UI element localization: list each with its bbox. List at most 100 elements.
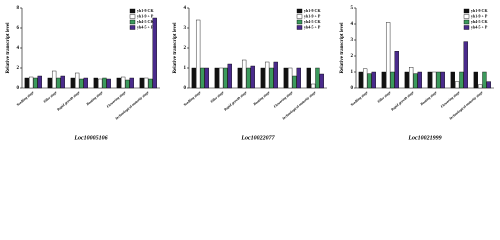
y-tick-label: 6	[17, 26, 20, 31]
bar	[83, 77, 88, 89]
legend-swatch	[463, 8, 470, 14]
x-tick-label: Rapid growth stage	[390, 90, 415, 112]
legend-label: yh4-5 + P	[471, 24, 488, 29]
y-tick-label: 1	[351, 70, 354, 75]
chart-title: Loc10005106	[73, 135, 107, 141]
bar	[310, 83, 316, 89]
bar	[129, 77, 134, 89]
bar	[195, 19, 201, 89]
bar	[486, 81, 491, 89]
bar	[102, 77, 107, 89]
bar	[152, 17, 157, 89]
bar	[227, 63, 232, 89]
bar	[385, 22, 391, 89]
bar	[214, 67, 219, 89]
legend-swatch	[463, 14, 470, 19]
x-tick-label: Booting stage	[85, 90, 104, 107]
y-tick-label: 2	[351, 54, 354, 59]
bar	[47, 77, 52, 89]
bar	[459, 71, 464, 89]
bar	[143, 77, 149, 89]
y-tick-label: 3	[351, 38, 354, 43]
legend-label: yh4-5 CK	[471, 19, 488, 24]
bar	[269, 67, 274, 89]
bar	[436, 71, 441, 89]
x-tick-label: Tiller stage	[376, 90, 392, 104]
bar	[454, 81, 460, 89]
bar	[246, 67, 251, 89]
legend-label: yh4-5 + P	[304, 24, 321, 29]
legend-swatch	[129, 14, 136, 19]
x-tick-label: Tiller stage	[42, 90, 58, 104]
x-tick-label: Seedling stage	[16, 90, 35, 107]
legend-label: yh4-5 + P	[137, 24, 154, 29]
y-tick-label: 4	[184, 6, 187, 11]
x-tick-label: Rapid growth stage	[56, 90, 81, 112]
bar	[200, 67, 205, 89]
legend-label: yh4-5 CK	[304, 19, 321, 24]
x-tick-label: Flowering stage	[273, 90, 294, 109]
y-tick-label: 2	[184, 46, 187, 51]
bar	[463, 41, 468, 89]
legend-swatch	[129, 8, 136, 14]
bar	[93, 77, 98, 89]
bar	[148, 78, 153, 89]
bar	[223, 67, 228, 89]
bar	[33, 77, 38, 89]
bar	[241, 59, 247, 89]
bar	[260, 67, 265, 89]
bar	[394, 51, 399, 89]
bar	[417, 71, 422, 89]
x-tick-label: Seedling stage	[350, 90, 369, 107]
bar	[237, 67, 242, 89]
y-tick-label: 5	[351, 6, 354, 11]
chart-title: Loc10021999	[407, 135, 441, 141]
bar	[116, 77, 121, 89]
bar	[28, 76, 34, 89]
x-tick-label: Booting stage	[252, 90, 271, 107]
bar	[292, 75, 297, 89]
bar	[358, 71, 363, 89]
x-tick-label: Tiller stage	[209, 90, 225, 104]
legend-swatch	[296, 8, 303, 14]
bar	[56, 77, 61, 89]
bar	[273, 61, 278, 89]
y-tick-label: 0	[17, 86, 20, 91]
bar	[390, 71, 395, 89]
chart-title: Loc10022077	[240, 135, 275, 141]
bar	[264, 61, 270, 89]
y-tick-label: 1	[184, 66, 187, 71]
legend-swatch	[296, 14, 303, 19]
bar	[482, 71, 487, 89]
y-tick-label: 3	[184, 26, 187, 31]
y-tick-label: 8	[17, 6, 20, 11]
bar	[191, 67, 196, 89]
bar	[283, 67, 288, 89]
y-tick-label: 4	[17, 46, 20, 51]
x-tick-label: Booting stage	[419, 90, 438, 107]
bar	[125, 79, 130, 89]
legend-label: yh4-5 CK	[137, 19, 154, 24]
bar	[431, 71, 437, 89]
legend-swatch	[463, 19, 470, 25]
y-tick-label: 0	[351, 86, 354, 91]
legend-label: yh1-9 + P	[304, 13, 321, 18]
bar	[24, 77, 29, 89]
bar	[371, 71, 376, 89]
legend-label: yh1-9 CK	[304, 8, 321, 13]
legend-label: yh1-9 + P	[137, 13, 154, 18]
bar	[319, 73, 324, 89]
bar	[250, 65, 255, 89]
bar	[287, 67, 293, 89]
bar	[450, 71, 455, 89]
bar	[473, 71, 478, 89]
bar	[120, 76, 126, 89]
x-tick-label: Flowering stage	[440, 90, 461, 109]
bar	[413, 73, 418, 89]
legend-label: yh1-9 CK	[137, 8, 154, 13]
legend-label: yh1-9 + P	[471, 13, 488, 18]
legend-swatch	[296, 25, 303, 30]
bar	[79, 78, 84, 89]
x-tick-label: Flowering stage	[106, 90, 127, 109]
legend-swatch	[129, 19, 136, 25]
